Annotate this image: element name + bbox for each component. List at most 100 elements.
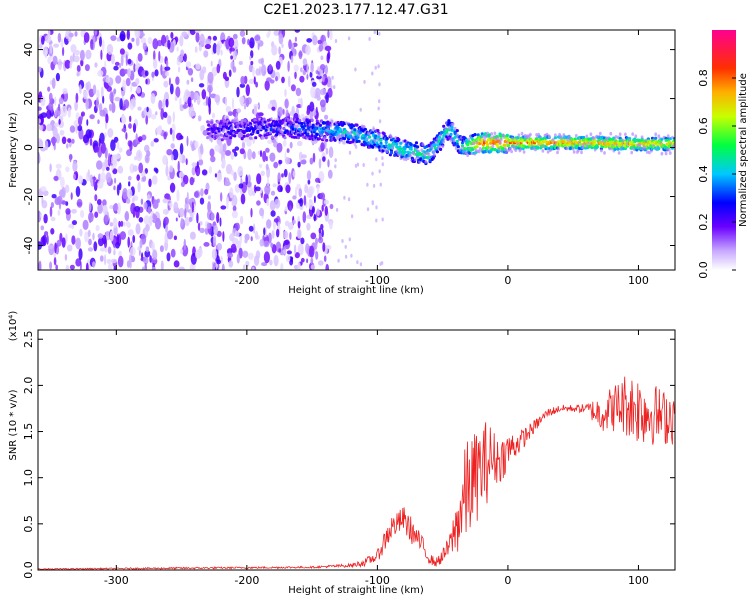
spectrogram-cell: [378, 119, 382, 124]
top-y-tick-label: 20: [22, 92, 35, 106]
spectrogram-cell: [94, 30, 98, 36]
colorbar-tick-label: 0.8: [697, 69, 710, 87]
spectrogram-cell: [77, 124, 83, 132]
spectrogram-cell: [65, 208, 71, 215]
spectrogram-cell: [302, 211, 307, 224]
spectrogram-cell: [175, 76, 180, 85]
spectrogram-cell: [263, 251, 270, 264]
spectrogram-cell: [366, 182, 369, 187]
spectrogram-cell: [212, 35, 217, 41]
spectrogram-cell: [200, 188, 204, 197]
spectrogram-cell: [291, 105, 295, 116]
spectrogram-cell: [75, 258, 82, 267]
spectrogram-cell: [455, 142, 459, 146]
spectrogram-cell: [585, 134, 589, 139]
spectrogram-cell: [340, 138, 343, 143]
spectrogram-cell: [152, 38, 159, 50]
spectrogram-cell: [123, 99, 130, 109]
spectrogram-cell: [92, 84, 97, 95]
spectrogram-cell: [229, 47, 236, 52]
bottom-y-tick-label: 1.0: [22, 469, 35, 487]
spectrogram-cell: [53, 122, 60, 128]
spectrogram-cell: [277, 221, 281, 232]
spectrogram-cell: [284, 220, 290, 227]
spectrogram-cell: [188, 216, 193, 223]
spectrogram-cell: [150, 141, 155, 147]
spectrogram-cell: [224, 76, 230, 82]
spectrogram-cell: [259, 163, 263, 168]
spectrogram-cell: [554, 133, 557, 137]
spectrogram-cell: [438, 145, 441, 149]
spectrogram-cell: [236, 86, 240, 98]
spectrogram-cell: [324, 114, 329, 120]
spectrogram-cell: [294, 30, 301, 33]
spectrogram-cell: [271, 44, 278, 56]
spectrogram-cell: [442, 124, 446, 128]
spectrogram-cell: [51, 194, 57, 199]
spectrogram-cell: [76, 65, 81, 72]
spectrogram-cell: [270, 242, 274, 248]
spectrogram-cell: [99, 255, 104, 262]
spectrogram-cell: [654, 136, 658, 140]
spectrogram-cell: [216, 212, 220, 224]
spectrogram-cell: [236, 108, 242, 114]
spectrogram-cell: [162, 155, 168, 165]
spectrogram-cell: [108, 152, 111, 165]
spectrogram-cell: [134, 30, 141, 39]
spectrogram-cell: [323, 136, 327, 140]
spectrogram-cell: [354, 144, 358, 149]
spectrogram-cell: [122, 79, 126, 92]
spectrogram-cell: [110, 35, 117, 41]
spectrogram-cell: [170, 143, 175, 149]
spectrogram-cell: [214, 144, 220, 152]
spectrogram-cell: [230, 169, 234, 176]
spectrogram-cell: [55, 264, 58, 270]
spectrogram-cell: [517, 133, 521, 137]
spectrogram-cell: [155, 168, 159, 174]
spectrogram-cell: [251, 151, 256, 160]
spectrogram-cell: [439, 147, 443, 151]
spectrogram-cell: [75, 123, 78, 134]
spectrogram-cell: [185, 61, 192, 68]
spectrogram-cell: [87, 229, 91, 238]
top-x-tick-label: -300: [104, 274, 129, 287]
spectrogram-cell: [547, 134, 551, 138]
spectrogram-cell: [113, 250, 116, 256]
spectrogram-cell: [333, 85, 336, 90]
spectrogram-cell: [630, 150, 634, 155]
spectrogram-cell: [267, 177, 270, 187]
spectrogram-cell: [135, 133, 138, 145]
spectrogram-cell: [54, 242, 57, 254]
spectrogram-cell: [321, 204, 324, 212]
spectrogram-cell: [144, 51, 148, 56]
spectrogram-cell: [207, 195, 211, 200]
spectrogram-cell: [42, 234, 47, 247]
spectrogram-cell: [224, 96, 228, 107]
top-y-tick-label: -40: [22, 237, 35, 255]
spectrogram-cell: [120, 220, 124, 227]
spectrogram-cell: [66, 244, 73, 252]
spectrogram-cell: [395, 142, 399, 146]
spectrogram-cell: [71, 208, 77, 214]
spectrogram-cell: [499, 138, 503, 142]
spectrogram-cell: [270, 210, 276, 217]
spectrogram-cell: [80, 210, 85, 218]
spectrogram-cell: [328, 146, 334, 159]
spectrogram-cell: [214, 94, 221, 103]
spectrogram-cell: [255, 186, 261, 192]
spectrogram-cell: [97, 233, 104, 239]
spectrogram-cell: [553, 136, 558, 140]
spectrogram-cell: [224, 136, 227, 141]
spectrogram-cell: [69, 61, 73, 69]
spectrogram-cell: [402, 157, 406, 161]
spectrogram-cell: [320, 64, 326, 71]
spectrogram-cell: [253, 118, 257, 122]
spectrogram-cell: [314, 239, 318, 250]
spectrogram-cell: [156, 39, 163, 47]
spectrogram-cell: [106, 43, 114, 55]
spectrogram-cell: [284, 98, 289, 109]
spectrogram-cell: [406, 156, 410, 160]
spectrogram-cell: [474, 148, 478, 153]
spectrogram-cell: [59, 232, 63, 243]
spectrogram-cell: [117, 255, 124, 268]
